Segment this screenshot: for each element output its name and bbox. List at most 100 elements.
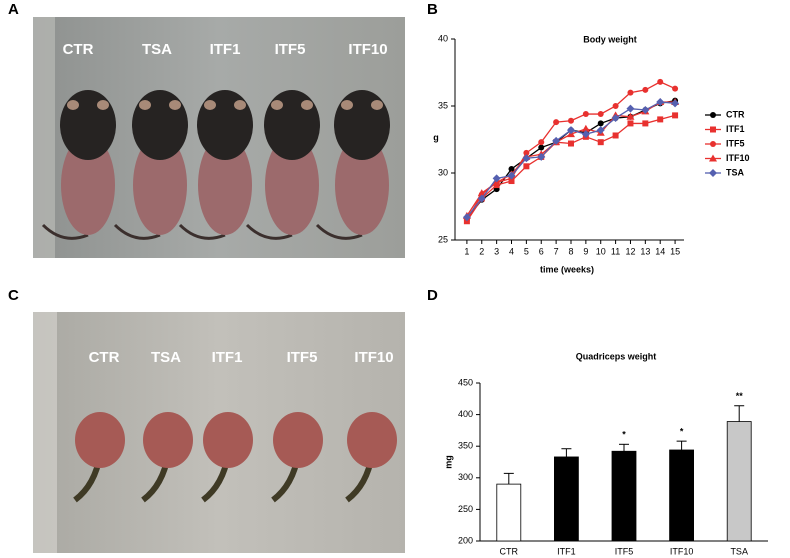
marker <box>671 99 680 108</box>
marker <box>553 119 560 126</box>
marker <box>596 126 605 135</box>
legend-label: ITF5 <box>726 138 745 148</box>
marker <box>657 116 664 123</box>
y-tick-label: 450 <box>458 377 473 387</box>
x-tick-label: 14 <box>655 246 665 256</box>
x-tick-label: 15 <box>670 246 680 256</box>
marker <box>508 165 515 172</box>
y-tick-label: 400 <box>458 409 473 419</box>
marker <box>672 112 679 119</box>
x-tick-label: 5 <box>524 246 529 256</box>
marker <box>597 111 604 118</box>
marker <box>523 163 530 170</box>
x-tick-label: CTR <box>500 546 519 556</box>
marker <box>626 112 635 120</box>
y-tick-label: 35 <box>438 100 448 110</box>
mouse-body <box>133 135 187 235</box>
marker <box>656 97 665 106</box>
marker <box>710 126 716 133</box>
mouse-head <box>264 90 320 160</box>
mouse-body <box>335 135 389 235</box>
y-tick-label: 350 <box>458 441 473 451</box>
marker <box>612 132 619 139</box>
y-tick-label: 200 <box>458 535 473 545</box>
mouse-body <box>198 135 252 235</box>
marker <box>709 169 717 177</box>
photo-label: CTR <box>63 41 94 58</box>
x-tick-label: 6 <box>539 246 544 256</box>
y-tick-label: 40 <box>438 33 448 43</box>
panel-label: D <box>427 287 438 304</box>
marker <box>523 149 530 156</box>
legend-label: ITF10 <box>726 153 750 163</box>
photo-c: CTR TSA ITF1 ITF5 ITF10 <box>33 312 405 553</box>
significance-label: * <box>622 430 626 440</box>
marker <box>537 152 546 161</box>
marker <box>477 194 486 203</box>
mouse-ear <box>341 100 353 110</box>
mouse-tail <box>113 223 161 240</box>
legend-label: ITF1 <box>726 124 745 134</box>
x-tick-label: 2 <box>479 246 484 256</box>
significance-label: ** <box>736 391 744 401</box>
x-tick-label: 12 <box>625 246 635 256</box>
photo-label: TSA <box>151 349 181 366</box>
x-tick-label: 10 <box>596 246 606 256</box>
mouse-tail <box>245 223 293 240</box>
marker <box>642 120 649 127</box>
mouse-tail <box>315 223 363 240</box>
marker <box>581 130 590 139</box>
mouse-tail <box>41 223 89 240</box>
bar <box>669 449 694 542</box>
bar <box>726 421 752 542</box>
x-tick-label: 4 <box>509 246 514 256</box>
muscle <box>347 412 397 468</box>
legend-label: CTR <box>726 109 745 119</box>
x-tick-label: ITF5 <box>615 546 634 556</box>
muscle <box>143 412 193 468</box>
marker <box>567 117 574 124</box>
photo-label: ITF10 <box>348 41 387 58</box>
marker <box>672 85 679 92</box>
photo-label: ITF1 <box>212 349 243 366</box>
marker <box>552 136 561 145</box>
photo-label: ITF1 <box>210 41 241 58</box>
muscle <box>203 412 253 468</box>
y-axis-label: g <box>433 132 439 142</box>
marker <box>612 103 619 109</box>
marker <box>477 189 486 197</box>
chart-title: Quadriceps weight <box>576 351 657 361</box>
mouse-ear <box>67 100 79 110</box>
mouse-ear <box>139 100 151 110</box>
bar <box>554 456 579 542</box>
marker <box>597 139 604 146</box>
x-tick-label: ITF10 <box>670 546 694 556</box>
mouse-head <box>60 90 116 160</box>
photo-label: ITF5 <box>287 349 318 366</box>
marker <box>492 174 501 183</box>
x-tick-label: TSA <box>730 546 748 556</box>
y-axis-label: mg <box>443 455 453 469</box>
marker <box>538 139 545 146</box>
x-tick-label: ITF1 <box>557 546 576 556</box>
marker <box>710 141 716 147</box>
mouse-ear <box>234 100 246 110</box>
y-tick-label: 25 <box>438 234 448 244</box>
x-tick-label: 3 <box>494 246 499 256</box>
marker <box>627 89 634 96</box>
marker <box>538 144 545 151</box>
mouse-ear <box>301 100 313 110</box>
bar <box>496 483 522 542</box>
x-axis-label: time (weeks) <box>540 264 594 274</box>
mouse-ear <box>97 100 109 110</box>
chart-title: Body weight <box>583 34 637 44</box>
mouse-ear <box>371 100 383 110</box>
mouse-ear <box>204 100 216 110</box>
marker <box>627 120 634 127</box>
photo-label: CTR <box>89 349 120 366</box>
photo-a: CTR TSA ITF1 ITF5 ITF10 <box>33 17 405 258</box>
muscle <box>273 412 323 468</box>
x-tick-label: 9 <box>583 246 588 256</box>
mouse-body <box>61 135 115 235</box>
